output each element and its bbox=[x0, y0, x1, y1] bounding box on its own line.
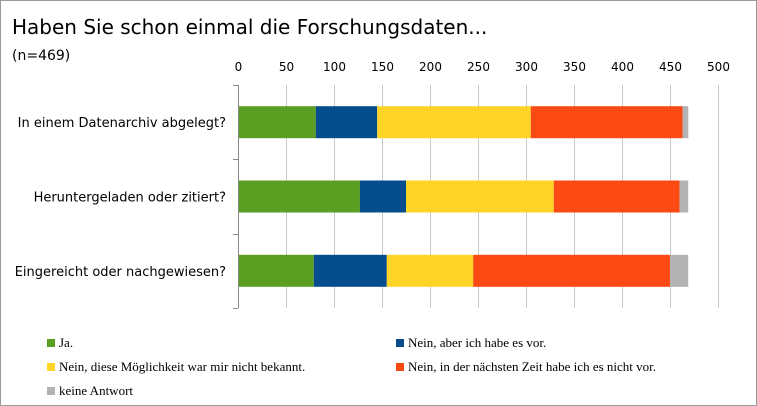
bar-segment bbox=[238, 254, 314, 287]
bar-segment bbox=[238, 106, 316, 139]
category-label: Eingereicht oder nachgewiesen? bbox=[15, 265, 226, 280]
chart-subtitle: (n=469) bbox=[12, 48, 71, 64]
x-tick-label: 0 bbox=[235, 60, 243, 74]
chart-title: Haben Sie schon einmal die Forschungsdat… bbox=[12, 15, 488, 39]
bar-segment bbox=[315, 106, 378, 139]
bar-segment bbox=[406, 180, 554, 213]
bar-segment bbox=[377, 106, 531, 139]
x-tick-label: 400 bbox=[611, 60, 634, 74]
x-tick-label: 500 bbox=[707, 60, 730, 74]
x-tick-label: 50 bbox=[279, 60, 294, 74]
x-tick-label: 250 bbox=[467, 60, 490, 74]
x-tick-label: 100 bbox=[323, 60, 346, 74]
category-label: In einem Datenarchiv abgelegt? bbox=[18, 116, 226, 131]
x-tick-label: 150 bbox=[371, 60, 394, 74]
bar-segment bbox=[313, 254, 387, 287]
bar-segment bbox=[238, 180, 360, 213]
x-tick-label: 450 bbox=[659, 60, 682, 74]
bar-segment bbox=[682, 106, 689, 139]
x-tick-label: 300 bbox=[515, 60, 538, 74]
bar-segment bbox=[359, 180, 406, 213]
bar-segment bbox=[553, 180, 680, 213]
bar-segment bbox=[670, 254, 689, 287]
bar-segment bbox=[530, 106, 683, 139]
x-tick-label: 200 bbox=[419, 60, 442, 74]
bar-segment bbox=[473, 254, 670, 287]
category-label: Heruntergeladen oder zitiert? bbox=[34, 191, 226, 206]
bar-segment bbox=[679, 180, 689, 213]
x-tick-label: 350 bbox=[563, 60, 586, 74]
bar-segment bbox=[386, 254, 474, 287]
